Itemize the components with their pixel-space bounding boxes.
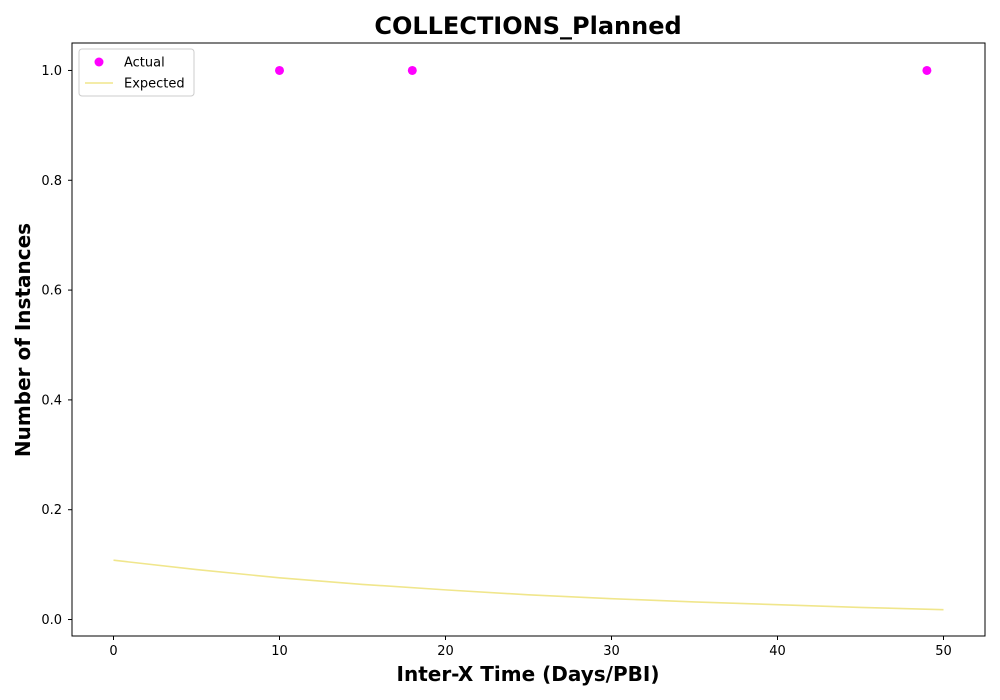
x-tick-label: 40 — [769, 644, 786, 659]
y-tick-label: 0.6 — [41, 284, 62, 299]
y-axis-label: Number of Instances — [11, 223, 35, 457]
x-tick-label: 10 — [271, 644, 288, 659]
x-axis-label: Inter-X Time (Days/PBI) — [397, 662, 660, 686]
y-tick-label: 1.0 — [41, 64, 62, 79]
legend-label: Actual — [124, 56, 165, 71]
x-tick-label: 30 — [603, 644, 620, 659]
legend-box — [78, 48, 195, 97]
legend-swatch-actual — [94, 57, 104, 67]
x-tick-label: 0 — [109, 644, 117, 659]
y-tick-label: 0.0 — [41, 613, 62, 628]
legend-label: Expected — [124, 77, 185, 92]
x-tick-label: 20 — [437, 644, 454, 659]
legend: Actual Expected — [78, 48, 195, 97]
y-tick-label: 0.4 — [41, 393, 62, 408]
plot-area — [113, 65, 944, 611]
data-point-actual — [407, 65, 417, 75]
data-point-actual — [275, 65, 284, 75]
axis-ticks: 0 10 20 30 40 50 0.0 0.2 0.4 0.6 0.8 1.0 — [41, 64, 951, 659]
x-tick-label: 50 — [935, 644, 952, 659]
data-point-actual — [922, 65, 932, 75]
chart-title: COLLECTIONS_Planned — [374, 12, 681, 40]
y-tick-label: 0.8 — [41, 174, 62, 189]
plot-frame — [71, 42, 986, 637]
series-line-expected — [113, 559, 944, 611]
y-tick-label: 0.2 — [41, 503, 62, 518]
